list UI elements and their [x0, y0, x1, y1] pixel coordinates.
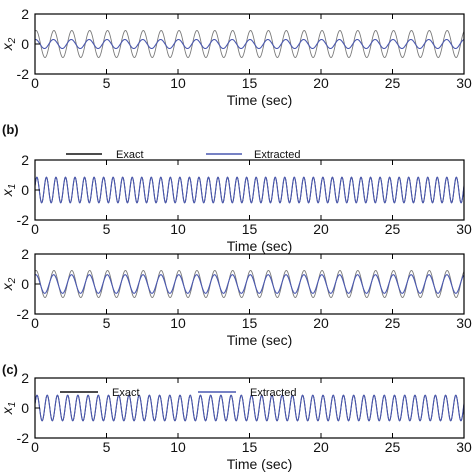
x-tick-label: 25 [385, 221, 401, 237]
x-tick-label: 15 [242, 439, 258, 455]
x-tick-label: 0 [31, 315, 39, 331]
y-tick-label: 0 [21, 400, 29, 416]
y-axis-label-symbol: x [0, 42, 15, 51]
series-line-extracted [35, 394, 464, 422]
x-tick-label: 5 [103, 315, 111, 331]
panel-label: (c) [2, 362, 18, 377]
series-line-exact [35, 270, 464, 298]
x-tick-label: 20 [313, 75, 329, 91]
legend-label-exact: Exact [112, 387, 140, 399]
x-tick-label: 5 [103, 75, 111, 91]
x-tick-label: 10 [170, 75, 186, 91]
y-tick-label: 2 [21, 6, 29, 22]
x-tick-label: 20 [313, 315, 329, 331]
y-axis-label-subscript: 1 [7, 184, 18, 190]
y-axis-label-symbol: x [0, 282, 15, 291]
x-tick-label: 10 [170, 439, 186, 455]
legend-label-exact: Exact [116, 149, 144, 161]
x-tick-label: 15 [242, 221, 258, 237]
x-tick-label: 10 [170, 315, 186, 331]
y-axis-label: x2 [0, 277, 18, 291]
x-tick-label: 20 [313, 221, 329, 237]
y-tick-label: 2 [21, 152, 29, 168]
series-line-extracted [35, 176, 464, 204]
x-tick-label: 30 [456, 75, 472, 91]
x-tick-label: 30 [456, 315, 472, 331]
x-axis-label: Time (sec) [227, 92, 293, 108]
x-tick-label: 30 [456, 439, 472, 455]
x-tick-label: 10 [170, 221, 186, 237]
y-tick-label: 0 [21, 276, 29, 292]
plot-frame [34, 253, 465, 315]
x-tick-label: 20 [313, 439, 329, 455]
legend-label-extracted: Extracted [250, 387, 296, 399]
plot-frame [34, 13, 465, 75]
x-axis-label: Time (sec) [227, 238, 293, 254]
x-tick-label: 0 [31, 439, 39, 455]
legend-label-extracted: Extracted [254, 149, 300, 161]
y-axis-label-subscript: 2 [7, 37, 18, 44]
y-axis-label-symbol: x [0, 188, 15, 197]
y-tick-label: -2 [17, 430, 30, 446]
x-tick-label: 15 [242, 315, 258, 331]
x-axis-label: Time (sec) [227, 456, 293, 472]
y-axis-label: x2 [0, 37, 18, 51]
y-tick-label: 0 [21, 36, 29, 52]
panel-label: (b) [2, 122, 19, 137]
x-tick-label: 25 [385, 439, 401, 455]
x-tick-label: 15 [242, 75, 258, 91]
y-tick-label: 0 [21, 182, 29, 198]
y-axis-label-symbol: x [0, 406, 15, 415]
y-axis-label-subscript: 1 [7, 402, 18, 408]
y-tick-label: 2 [21, 370, 29, 386]
x-tick-label: 25 [385, 75, 401, 91]
x-tick-label: 25 [385, 315, 401, 331]
legend: Exact Extracted [60, 387, 296, 399]
y-tick-label: -2 [17, 212, 30, 228]
x-tick-label: 5 [103, 221, 111, 237]
x-tick-label: 30 [456, 221, 472, 237]
y-tick-label: -2 [17, 66, 30, 82]
x-tick-label: 5 [103, 439, 111, 455]
y-tick-label: -2 [17, 306, 30, 322]
y-axis-label-subscript: 2 [7, 277, 18, 284]
y-axis-label: x1 [0, 402, 18, 416]
series-line-exact [35, 30, 464, 58]
x-tick-label: 0 [31, 221, 39, 237]
y-tick-label: 2 [21, 246, 29, 262]
series-line-extracted [35, 274, 464, 294]
series-line-extracted [35, 38, 464, 50]
x-axis-label: Time (sec) [227, 332, 293, 348]
y-axis-label: x1 [0, 184, 18, 198]
x-tick-label: 0 [31, 75, 39, 91]
legend: Exact Extracted [66, 149, 300, 161]
